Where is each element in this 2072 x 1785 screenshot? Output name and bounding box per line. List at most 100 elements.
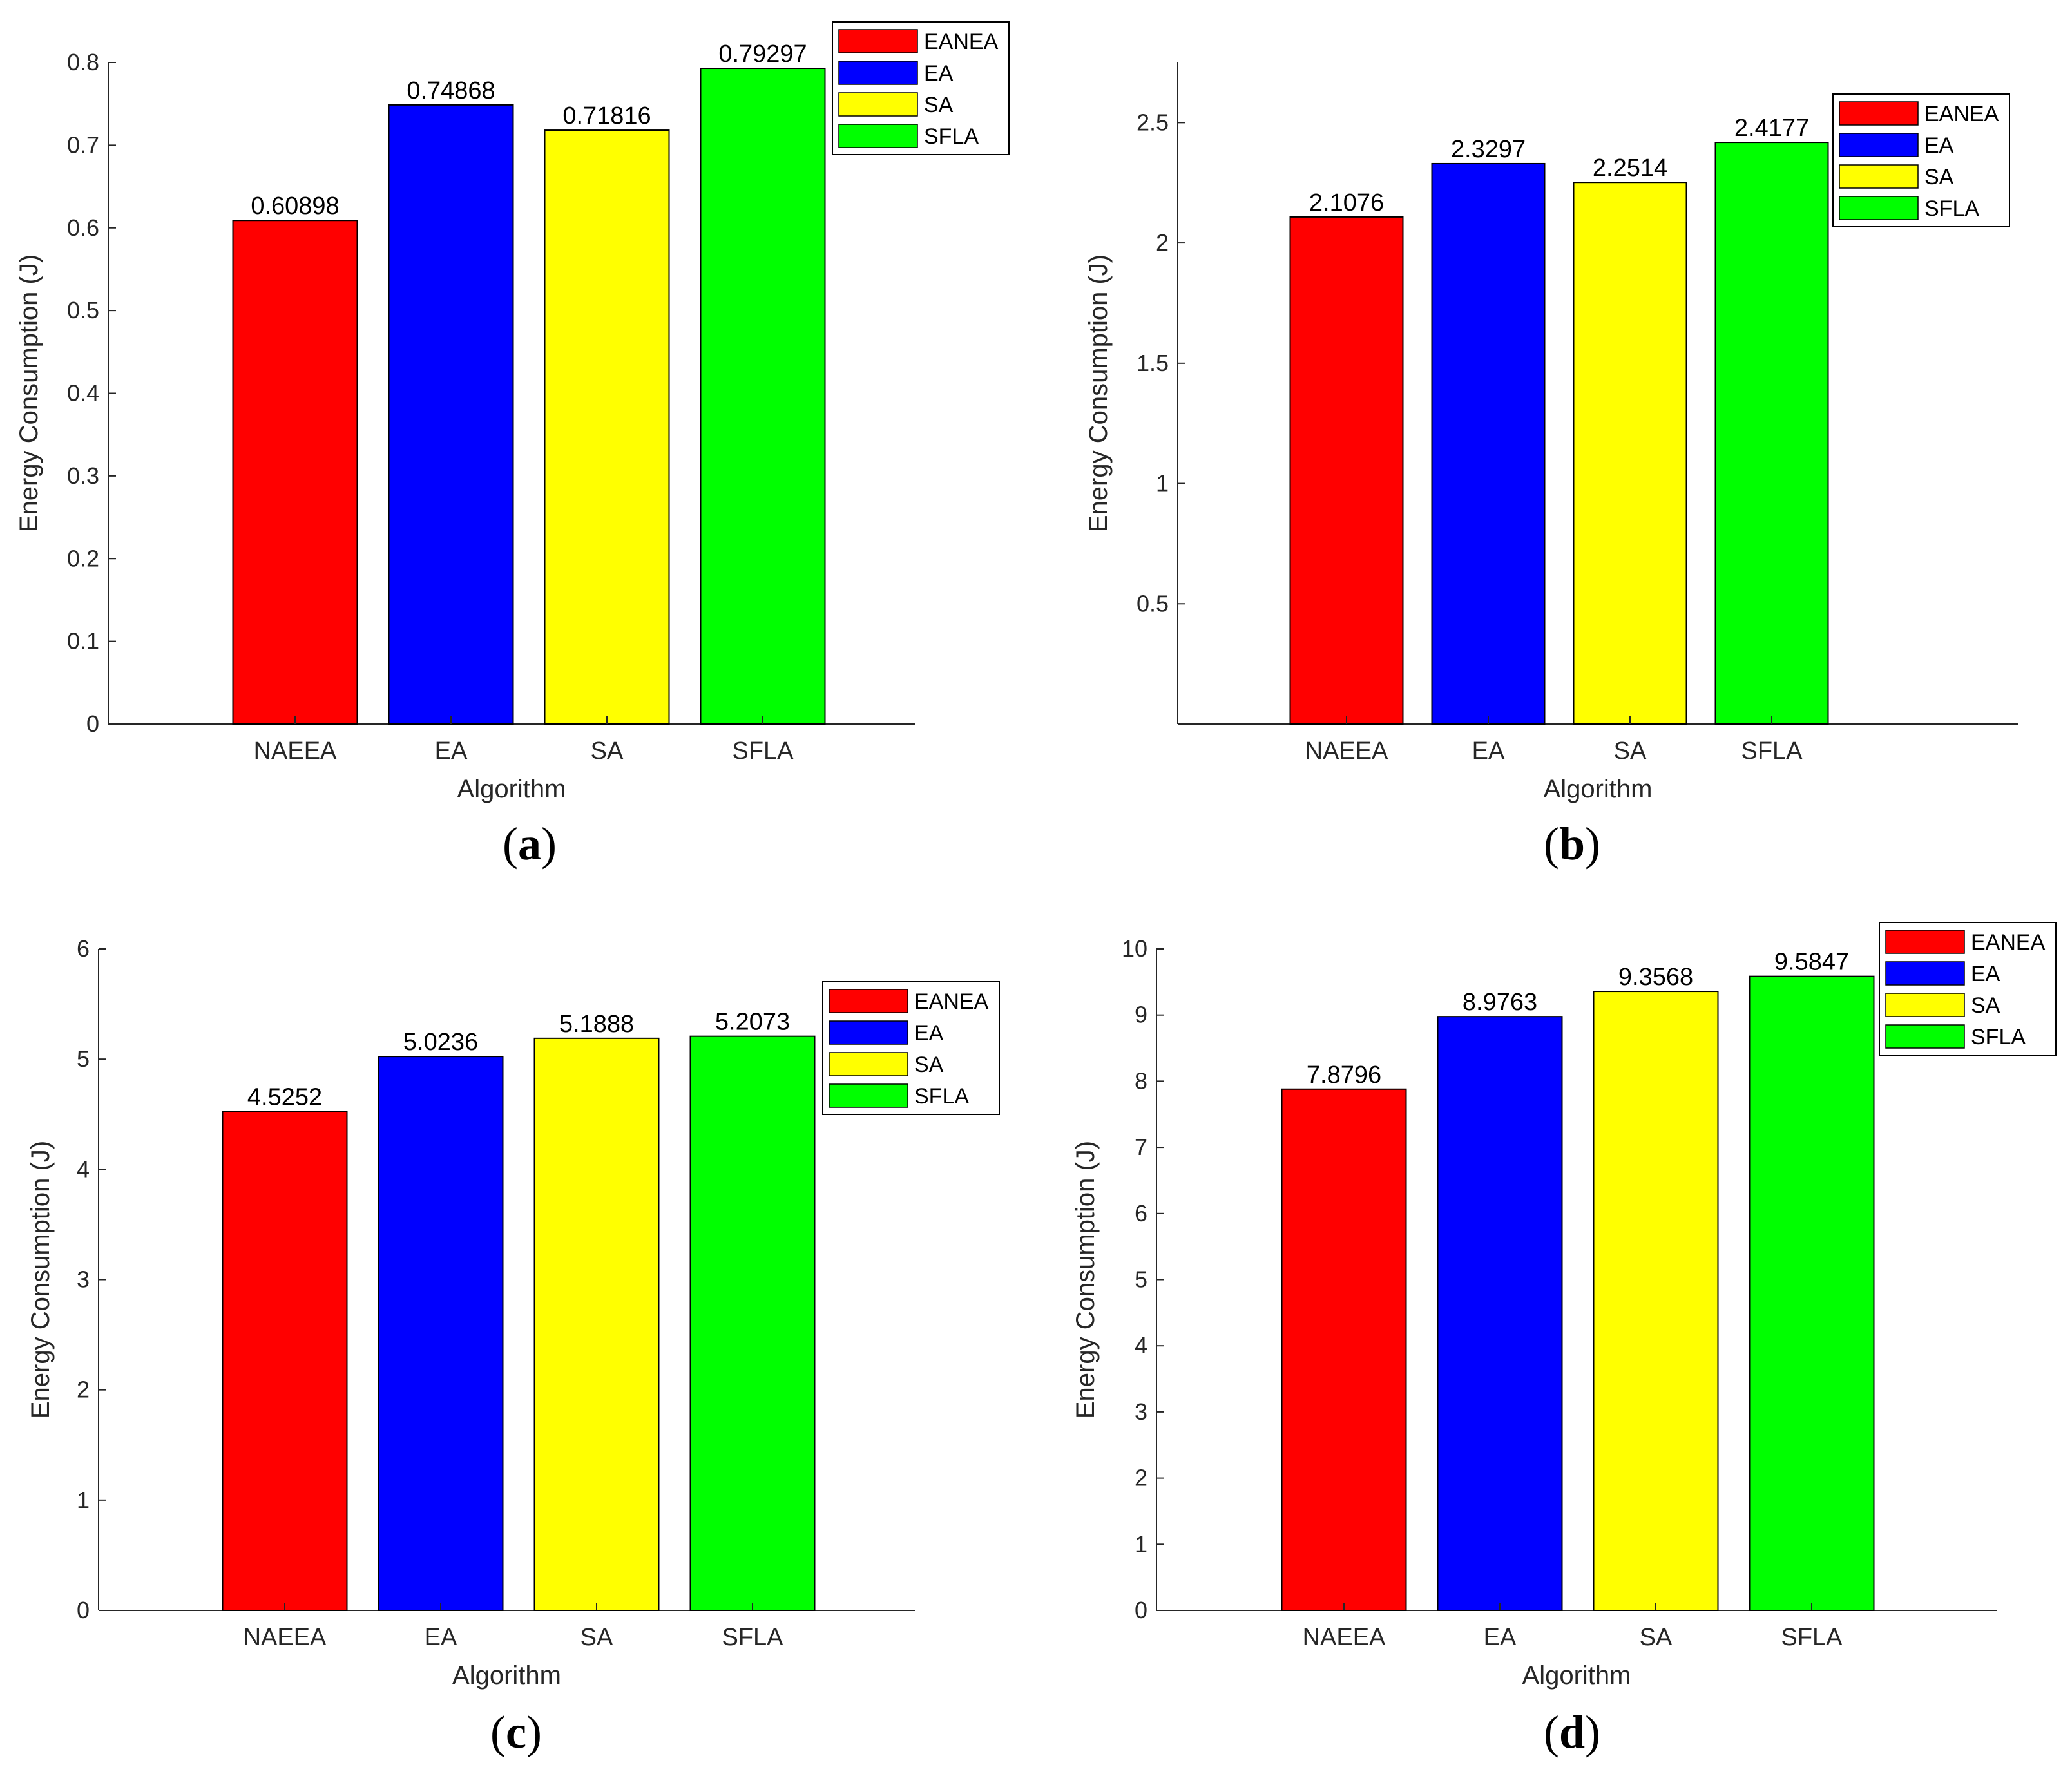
data-label: 0.71816 [562, 102, 651, 129]
x-axis-label: Algorithm [1544, 775, 1653, 803]
x-tick-label: SA [1614, 738, 1647, 765]
y-tick-label: 0.8 [67, 49, 99, 75]
data-label: 5.2073 [715, 1009, 790, 1036]
caption-letter: d [1559, 1706, 1585, 1758]
bar-sfla [1714, 142, 1829, 725]
legend: EANEA EA SA SFLA [822, 981, 1000, 1115]
x-tick-label: EA [1472, 738, 1505, 765]
y-tick-label: 0.7 [67, 131, 99, 158]
y-tick-label: 0.1 [67, 628, 99, 654]
legend-entry: EANEA [914, 989, 989, 1014]
y-axis-label: Energy Consumption (J) [1084, 254, 1113, 532]
x-axis-label: Algorithm [452, 1661, 561, 1690]
bar-sa [544, 129, 670, 725]
y-tick-label: 9 [1135, 1002, 1147, 1028]
legend-entry: SFLA [914, 1084, 969, 1109]
caption-paren-open: ( [490, 1706, 506, 1758]
x-tick-label: SFLA [722, 1624, 783, 1651]
chart-panel-d: 0 1 2 3 4 5 6 7 8 9 10 NAEEA 7.8796 EA 8.9763 SA 9.3568 S… [1071, 922, 2057, 1758]
x-tick-label: NAEEA [1305, 738, 1388, 765]
legend-entry: SFLA [924, 124, 979, 149]
x-tick-label: SFLA [732, 738, 794, 765]
y-tick-label: 5 [1135, 1266, 1147, 1293]
bar-ea [1437, 1016, 1563, 1612]
chart-panel-a: 0 0.1 0.2 0.3 0.4 0.5 0.6 0.7 0.8 NAEEA 0.60898 EA 0… [15, 21, 1010, 870]
bar-naeea [1289, 216, 1404, 725]
x-tick-label: EA [435, 738, 468, 765]
legend-swatch [1885, 930, 1965, 954]
data-label: 9.5847 [1774, 949, 1849, 976]
caption-letter: a [518, 818, 541, 870]
y-tick-label: 2 [77, 1377, 90, 1403]
data-label: 8.9763 [1463, 989, 1537, 1016]
legend-entry: SA [1971, 993, 2000, 1018]
legend-swatch [1839, 196, 1919, 220]
data-label: 5.0236 [403, 1029, 478, 1056]
bar-sfla [1749, 975, 1875, 1612]
legend-entry: SFLA [1971, 1025, 2026, 1049]
y-tick-label: 7 [1135, 1134, 1147, 1160]
x-tick-label: SA [580, 1624, 613, 1651]
data-label: 9.3568 [1618, 964, 1693, 991]
legend-swatch [829, 1052, 908, 1076]
legend-entry: EA [1924, 133, 1954, 158]
x-tick-label: EA [1484, 1624, 1517, 1651]
legend-swatch [829, 989, 908, 1013]
x-tick-label: SA [1640, 1624, 1673, 1651]
caption-paren-close: ) [541, 818, 557, 870]
y-tick-label: 4 [77, 1156, 90, 1182]
legend-swatch [829, 1020, 908, 1045]
data-label: 2.3297 [1451, 136, 1526, 163]
legend-entry: EA [914, 1021, 944, 1045]
bar-sa [1593, 991, 1719, 1611]
data-label: 4.5252 [247, 1083, 322, 1111]
y-tick-label: 0.4 [67, 380, 99, 406]
y-tick-label: 6 [1135, 1200, 1147, 1227]
panel-caption: (a) [503, 818, 557, 870]
y-tick-label: 0 [86, 711, 99, 737]
caption-letter: c [506, 1706, 526, 1758]
y-tick-label: 2.5 [1137, 109, 1169, 135]
y-tick-label: 0.5 [67, 297, 99, 323]
y-tick-label: 1 [77, 1487, 90, 1513]
legend-swatch [1839, 101, 1919, 126]
legend-entry: SA [1924, 165, 1954, 189]
legend-swatch [1885, 1024, 1965, 1049]
legend-swatch [838, 29, 918, 53]
legend-entry: EANEA [924, 30, 999, 54]
legend-swatch [1839, 164, 1919, 189]
caption-paren-open: ( [1544, 818, 1559, 870]
caption-paren-open: ( [1544, 1706, 1559, 1758]
bar-sa [533, 1037, 660, 1611]
y-tick-label: 1.5 [1137, 350, 1169, 376]
y-tick-label: 1 [1156, 470, 1169, 497]
bar-naeea [1281, 1088, 1407, 1612]
y-tick-label: 0 [1135, 1597, 1147, 1623]
legend-swatch [1885, 993, 1965, 1017]
caption-paren-close: ) [526, 1706, 542, 1758]
y-tick-label: 10 [1122, 935, 1147, 962]
legend-entry: SA [914, 1053, 944, 1077]
x-tick-label: NAEEA [244, 1624, 327, 1651]
y-tick-label: 3 [77, 1266, 90, 1293]
x-axis-label: Algorithm [1522, 1661, 1631, 1690]
y-tick-label: 3 [1135, 1398, 1147, 1425]
bar-sfla [700, 68, 826, 725]
chart-panel-c: 0 1 2 3 4 5 6 NAEEA 4.5252 EA 5.0236 SA 5.1888 SFLA 5.… [26, 935, 1000, 1758]
bar-ea [1431, 162, 1546, 725]
data-label: 0.60898 [251, 193, 339, 220]
y-tick-label: 4 [1135, 1332, 1147, 1359]
y-tick-label: 0.6 [67, 215, 99, 241]
panel-caption: (c) [490, 1706, 542, 1758]
bar-ea [378, 1056, 504, 1611]
chart-panel-b: 0.5 1 1.5 2 2.5 NAEEA 2.1076 EA 2.3297 SA 2.2514 SF… [1084, 62, 2018, 870]
caption-paren-close: ) [1585, 1706, 1600, 1758]
panel-caption: (d) [1544, 1706, 1600, 1758]
x-tick-label: SFLA [1741, 738, 1803, 765]
legend-swatch [838, 61, 918, 85]
caption-paren-close: ) [1585, 818, 1600, 870]
y-axis-label: Energy Consumption (J) [1071, 1141, 1100, 1418]
data-label: 2.4177 [1734, 115, 1809, 142]
x-tick-label: NAEEA [254, 738, 337, 765]
